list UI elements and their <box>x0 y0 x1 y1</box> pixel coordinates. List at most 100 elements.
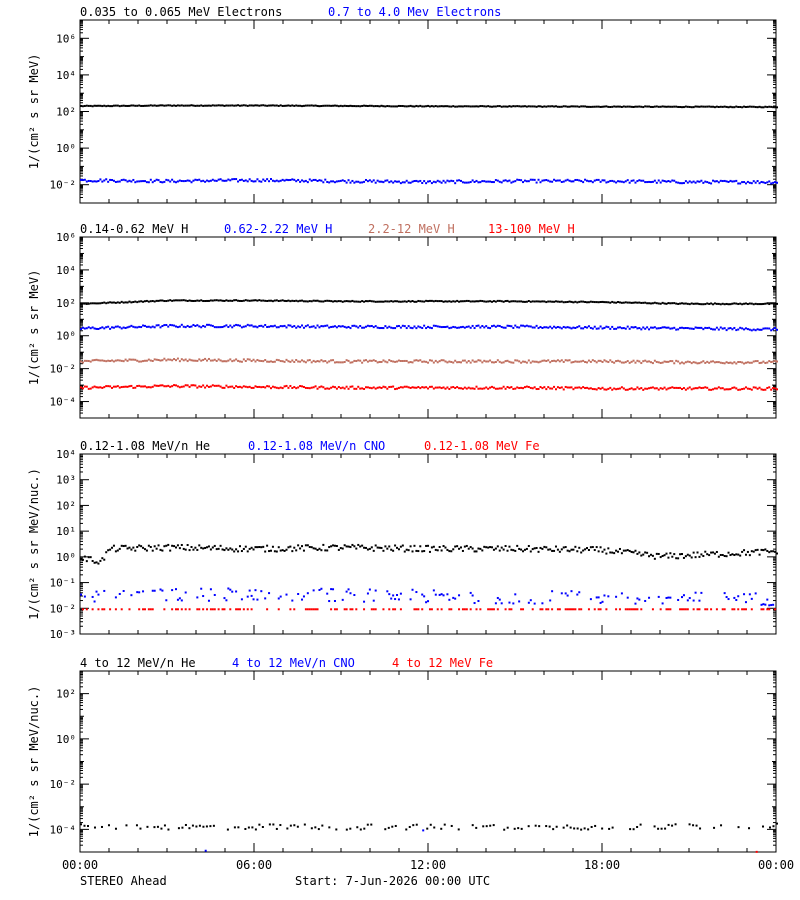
data-point <box>229 588 232 591</box>
data-point <box>217 608 220 611</box>
data-point <box>741 303 744 306</box>
data-point <box>622 105 625 108</box>
data-point <box>287 360 290 363</box>
data-point <box>663 105 666 108</box>
data-point <box>302 595 305 598</box>
data-point <box>155 547 158 550</box>
data-point <box>180 385 183 388</box>
data-point <box>583 827 586 830</box>
data-point <box>163 104 166 107</box>
data-point <box>522 181 525 184</box>
data-point <box>202 608 205 611</box>
data-point <box>651 608 654 611</box>
data-point <box>291 299 294 302</box>
data-point <box>151 300 154 303</box>
data-point <box>481 105 484 108</box>
data-point <box>386 547 389 550</box>
data-point <box>227 587 230 590</box>
data-point <box>741 106 744 109</box>
data-point <box>297 178 300 181</box>
data-point <box>359 105 362 108</box>
data-point <box>343 325 346 328</box>
data-point <box>710 182 713 185</box>
data-point <box>456 386 459 389</box>
data-point <box>582 181 585 184</box>
data-point <box>165 544 168 547</box>
data-point <box>219 544 222 547</box>
data-point <box>314 547 317 550</box>
data-point <box>539 546 542 549</box>
data-point <box>766 361 769 364</box>
data-point <box>423 180 426 183</box>
data-point <box>624 608 627 611</box>
data-point <box>396 360 399 363</box>
data-point <box>277 359 280 362</box>
data-point <box>339 361 342 364</box>
data-point <box>776 388 778 391</box>
data-point <box>287 104 290 107</box>
data-point <box>702 555 705 558</box>
data-point <box>572 326 575 329</box>
data-point <box>539 385 542 388</box>
data-point <box>374 387 377 390</box>
data-point <box>471 359 474 362</box>
legend-entry-1: 0.14-0.62 MeV H <box>80 222 188 236</box>
data-point <box>498 105 501 108</box>
data-point <box>283 385 286 388</box>
data-point <box>196 596 199 599</box>
data-point <box>770 105 773 108</box>
data-point <box>178 299 181 302</box>
data-point <box>366 548 369 551</box>
y-tick-label: 10⁰ <box>56 551 76 564</box>
data-point <box>417 385 420 388</box>
data-point <box>694 326 697 329</box>
data-point <box>547 608 550 611</box>
data-point <box>343 300 346 303</box>
data-point <box>120 386 123 389</box>
data-point <box>465 608 468 611</box>
data-point <box>737 553 740 556</box>
y-axis-label: 1/(cm² s sr MeV) <box>27 270 41 386</box>
data-point <box>378 327 381 330</box>
data-point <box>428 608 431 611</box>
data-point <box>473 300 476 303</box>
data-point <box>281 387 284 390</box>
data-point <box>547 105 550 108</box>
data-point <box>126 301 129 304</box>
data-point <box>293 300 296 303</box>
data-point <box>99 359 102 362</box>
data-point <box>483 300 486 303</box>
data-point <box>620 180 623 183</box>
data-point <box>396 594 399 597</box>
data-point <box>762 106 765 109</box>
data-point <box>475 608 478 611</box>
data-point <box>233 178 236 181</box>
data-point <box>312 299 315 302</box>
data-point <box>382 608 385 611</box>
legend-entry-2: 0.7 to 4.0 Mev Electrons <box>328 5 501 19</box>
data-point <box>461 608 464 611</box>
data-point <box>95 590 98 593</box>
data-point <box>514 300 517 303</box>
data-point <box>264 299 267 302</box>
data-point <box>568 608 571 611</box>
data-point <box>364 359 367 362</box>
data-point <box>124 327 127 330</box>
data-point <box>684 608 687 611</box>
data-point <box>706 360 709 363</box>
data-point <box>233 826 236 829</box>
data-point <box>394 388 397 391</box>
data-point <box>312 386 315 389</box>
data-point <box>491 385 494 388</box>
data-point <box>318 326 321 329</box>
data-point <box>671 327 674 330</box>
data-point <box>756 387 759 390</box>
data-point <box>508 608 511 611</box>
data-point <box>223 597 226 600</box>
data-point <box>196 299 199 302</box>
data-point <box>518 547 521 550</box>
data-point <box>370 823 373 826</box>
data-point <box>140 545 143 548</box>
data-point <box>566 594 569 597</box>
data-point <box>648 328 651 331</box>
